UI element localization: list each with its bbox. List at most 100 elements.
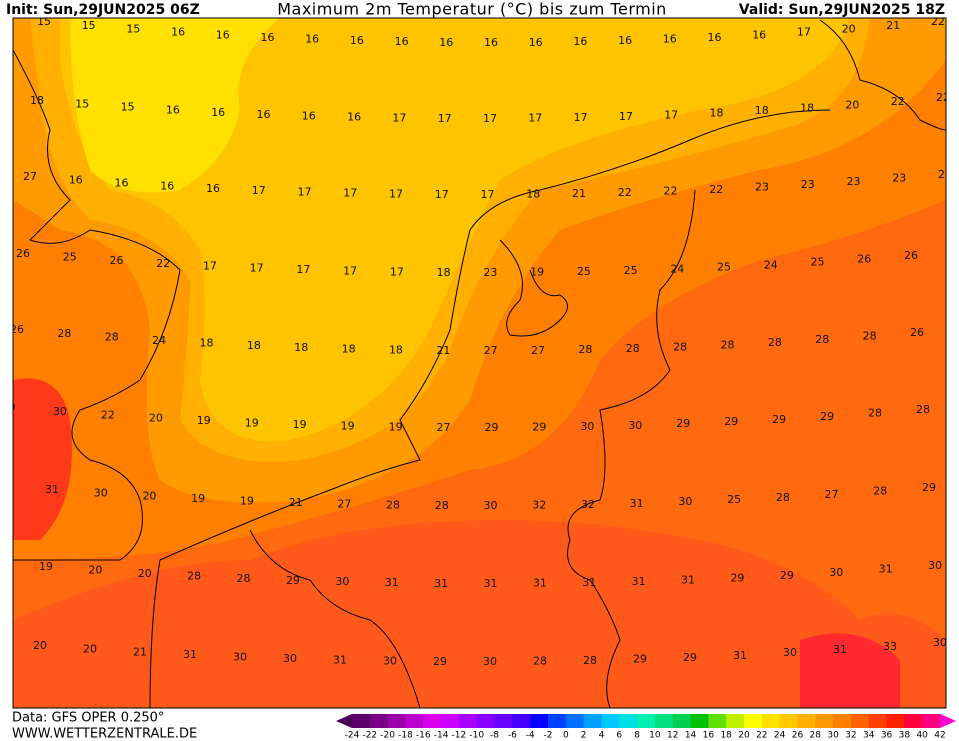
temperature-value: 31 — [833, 643, 847, 656]
temperature-value: 16 — [115, 177, 129, 190]
colorbar-label: 32 — [845, 731, 856, 741]
temperature-value: 32 — [532, 499, 546, 512]
temperature-value: 24 — [152, 334, 166, 347]
temperature-value: 31 — [879, 563, 893, 576]
temperature-value: 18 — [389, 343, 403, 356]
colorbar-swatch — [405, 714, 424, 728]
temperature-value: 26 — [857, 252, 871, 265]
temperature-value: 19 — [389, 420, 403, 433]
temperature-value: 23 — [755, 181, 769, 194]
temperature-value: 22 — [156, 257, 170, 270]
colorbar-label: 22 — [756, 731, 767, 741]
temperature-value: 24 — [670, 262, 684, 275]
temperature-value: 30 — [335, 575, 349, 588]
colorbar-label: 40 — [916, 731, 928, 741]
colorbar-high-arrow — [940, 714, 956, 728]
temperature-value: 21 — [436, 344, 450, 357]
temperature-value: 27 — [337, 497, 351, 510]
colorbar-label: -22 — [362, 731, 377, 741]
map-frame — [12, 17, 947, 709]
temperature-value: 30 — [933, 636, 947, 649]
temperature-value: 22 — [891, 95, 905, 108]
temperature-value: 26 — [904, 249, 918, 262]
colorbar-swatch — [744, 714, 763, 728]
temperature-value: 29 — [724, 415, 738, 428]
temperature-value: 18 — [342, 342, 356, 355]
temperature-value: 21 — [886, 19, 900, 32]
colorbar: -24 -22 -20 -18 -16 -14 -12 -10 -8 -6 -4 -2 0 2 4 6 8 10 1… — [336, 714, 956, 741]
temperature-value: 17 — [528, 112, 542, 125]
temperature-value: 26 — [10, 323, 24, 336]
colorbar-label: -4 — [526, 731, 535, 741]
temperature-value: 28 — [435, 499, 449, 512]
temperature-value: 25 — [717, 261, 731, 274]
temperature-value: 23 — [892, 172, 906, 185]
temperature-value: 15 — [82, 19, 96, 32]
temperature-value: 17 — [435, 188, 449, 201]
temperature-value: 22 — [664, 185, 678, 198]
temperature-value: 17 — [392, 112, 406, 125]
temperature-value: 17 — [343, 187, 357, 200]
temperature-value: 16 — [752, 28, 766, 41]
temperature-value: 19 — [293, 418, 307, 431]
temperature-value: 16 — [708, 31, 722, 44]
temperature-value: 31 — [333, 654, 347, 667]
colorbar-label: -12 — [452, 731, 467, 741]
colorbar-label: 26 — [792, 731, 804, 741]
temperature-value: 30 — [94, 486, 108, 499]
colorbar-label: -18 — [398, 731, 413, 741]
temperature-value: 31 — [533, 577, 547, 590]
colorbar-label: 34 — [863, 731, 875, 741]
temperature-value: 17 — [483, 112, 497, 125]
temperature-value: 16 — [171, 26, 185, 39]
temperature-value: 28 — [187, 570, 201, 583]
colorbar-label: 18 — [720, 731, 732, 741]
temperature-value: 16 — [395, 35, 409, 48]
temperature-value: 28 — [57, 327, 71, 340]
temperature-value: 20 — [149, 411, 163, 424]
temperature-value: 15 — [75, 98, 89, 111]
colorbar-swatch — [352, 714, 371, 728]
temperature-value: 28 — [583, 654, 597, 667]
temperature-value: 18 — [294, 341, 308, 354]
temperature-value: 25 — [727, 493, 741, 506]
temperature-value: 27 — [484, 344, 498, 357]
temperature-value: 9 — [9, 401, 16, 414]
colorbar-label: -2 — [544, 731, 553, 741]
temperature-value: 29 — [433, 655, 447, 668]
temperature-value: 23 — [483, 266, 497, 279]
colorbar-swatch — [868, 714, 888, 728]
colorbar-swatch — [726, 714, 745, 728]
temperature-value: 25 — [811, 256, 825, 269]
temperature-value: 16 — [261, 31, 275, 44]
colorbar-swatch — [548, 714, 567, 728]
colorbar-swatch — [619, 714, 638, 728]
website: WWW.WETTERZENTRALE.DE — [12, 727, 197, 741]
colorbar-label: -10 — [469, 731, 484, 741]
temperature-value: 18 — [247, 339, 261, 352]
temperature-value: 21 — [572, 187, 586, 200]
colorbar-swatch — [886, 714, 905, 728]
temperature-value: 18 — [526, 188, 540, 201]
temperature-value: 16 — [69, 174, 83, 187]
colorbar-swatch — [690, 714, 709, 728]
colorbar-swatch — [922, 714, 941, 728]
colorbar-swatch — [654, 714, 674, 728]
temperature-value: 16 — [529, 36, 543, 49]
temperature-value: 16 — [350, 34, 364, 47]
colorbar-label: -20 — [380, 731, 395, 741]
temperature-value: 17 — [389, 187, 403, 200]
colorbar-swatch — [672, 714, 692, 728]
temperature-value: 16 — [618, 34, 632, 47]
temperature-value: 29 — [532, 421, 546, 434]
data-source: Data: GFS OPER 0.250° — [12, 711, 164, 726]
temperature-value: 17 — [797, 26, 811, 39]
colorbar-swatch — [850, 714, 870, 728]
coastlines — [13, 19, 946, 708]
temperature-value: 19 — [39, 560, 53, 573]
temperature-labels: 15 15 15 16 16 16 16 16 16 16 16 16 16 16 16 16 16 17 20 21… — [9, 18, 947, 668]
temperature-value: 17 — [574, 111, 588, 124]
temperature-value: 28 — [868, 407, 882, 420]
temperature-value: 30 — [283, 652, 297, 665]
colorbar-label: 20 — [738, 731, 750, 741]
